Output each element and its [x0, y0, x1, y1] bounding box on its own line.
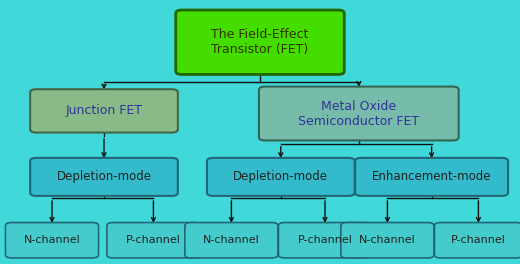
Text: The Field-Effect
Transistor (FET): The Field-Effect Transistor (FET) [211, 28, 309, 56]
FancyBboxPatch shape [355, 158, 508, 196]
Text: P-channel: P-channel [126, 235, 181, 245]
Text: N-channel: N-channel [23, 235, 81, 245]
FancyBboxPatch shape [6, 223, 99, 258]
FancyBboxPatch shape [435, 223, 520, 258]
Text: Metal Oxide
Semiconductor FET: Metal Oxide Semiconductor FET [298, 100, 419, 128]
FancyBboxPatch shape [30, 89, 178, 133]
FancyBboxPatch shape [30, 158, 178, 196]
FancyBboxPatch shape [107, 223, 200, 258]
Text: P-channel: P-channel [451, 235, 506, 245]
Text: P-channel: P-channel [297, 235, 353, 245]
Text: Depletion-mode: Depletion-mode [57, 170, 151, 183]
FancyBboxPatch shape [185, 223, 278, 258]
Text: Enhancement-mode: Enhancement-mode [372, 170, 491, 183]
Text: Junction FET: Junction FET [66, 104, 142, 117]
FancyBboxPatch shape [259, 87, 459, 140]
FancyBboxPatch shape [207, 158, 355, 196]
FancyBboxPatch shape [279, 223, 371, 258]
FancyBboxPatch shape [176, 10, 344, 74]
Text: Depletion-mode: Depletion-mode [233, 170, 328, 183]
Text: N-channel: N-channel [203, 235, 260, 245]
FancyBboxPatch shape [341, 223, 434, 258]
Text: N-channel: N-channel [359, 235, 416, 245]
